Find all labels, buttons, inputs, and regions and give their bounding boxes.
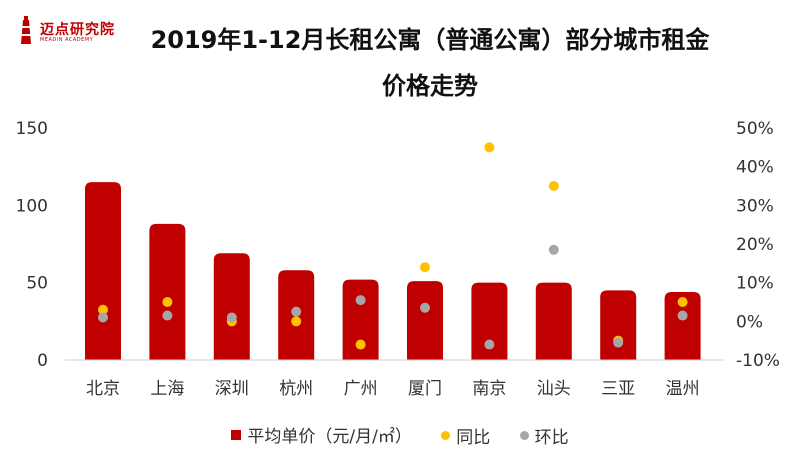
legend-swatch-yoy [441, 430, 451, 440]
yoy-point-汕头 [548, 181, 559, 191]
x-tick-label: 杭州 [279, 379, 313, 399]
y-right-tick-label: 20% [736, 235, 774, 255]
logo-tagline: MEADIN ACADEMY [40, 37, 94, 43]
mom-point-深圳 [226, 312, 237, 323]
mom-point-北京 [98, 312, 108, 323]
bar-南京 [471, 282, 508, 360]
x-tick-label: 北京 [86, 379, 120, 399]
y-right-tick-label: 30% [736, 196, 774, 216]
legend-item-yoy: 同比 [441, 423, 490, 448]
legend-label-yoy: 同比 [456, 427, 491, 448]
mom-point-三亚 [613, 337, 624, 348]
bar-汕头 [535, 282, 572, 360]
yoy-point-杭州 [291, 316, 302, 327]
bar-深圳 [213, 253, 250, 360]
logo-text: 迈点研究院 [40, 22, 115, 38]
y-left-tick-label: 100 [16, 196, 48, 216]
y-right-tick-label: 0% [736, 312, 763, 332]
legend-swatch-mom [519, 430, 529, 440]
y-left-tick-label: 150 [16, 119, 48, 139]
x-tick-label: 广州 [344, 379, 378, 399]
yoy-point-北京 [98, 304, 108, 315]
chart-title-line1: 2019年1-12月长租公寓（普通公寓）部分城市租金 [150, 26, 710, 54]
legend-label-bar: 平均单价（元/月/㎡） [247, 427, 412, 447]
mom-point-广州 [355, 295, 366, 306]
mom-point-厦门 [420, 302, 430, 313]
x-tick-label: 温州 [666, 379, 700, 399]
legend-label-mom: 环比 [534, 427, 569, 448]
bar-上海 [149, 223, 186, 360]
x-tick-label: 汕头 [537, 379, 571, 399]
logo: 迈点研究院 MEADIN ACADEMY [18, 14, 130, 50]
mom-point-汕头 [548, 244, 559, 255]
x-tick-label: 深圳 [215, 379, 249, 399]
legend-swatch-bar [231, 429, 242, 440]
mom-point-南京 [484, 339, 495, 350]
x-tick-label: 上海 [150, 379, 184, 399]
mom-point-杭州 [291, 306, 302, 317]
yoy-point-温州 [677, 297, 688, 307]
chart-title-line2: 价格走势 [382, 72, 478, 100]
y-left-tick-label: 0 [37, 351, 48, 371]
y-right-tick-label: 10% [736, 274, 774, 294]
legend: 平均单价（元/月/㎡） 同比 环比 [0, 422, 800, 448]
x-tick-label: 南京 [472, 379, 506, 399]
legend-item-bar: 平均单价（元/月/㎡） [231, 422, 412, 447]
x-tick-label: 厦门 [408, 379, 442, 399]
bar-三亚 [600, 290, 637, 360]
yoy-point-厦门 [420, 262, 430, 273]
legend-item-mom: 环比 [519, 423, 569, 448]
yoy-point-广州 [355, 339, 366, 350]
y-right-tick-label: -10% [736, 351, 780, 371]
mom-point-上海 [162, 310, 173, 321]
bar-广州 [342, 279, 379, 360]
bar-北京 [85, 182, 121, 360]
yoy-point-上海 [162, 297, 173, 307]
y-right-tick-label: 50% [736, 119, 774, 139]
bar-厦门 [407, 281, 443, 360]
mom-point-温州 [677, 310, 688, 321]
y-left-tick-label: 50 [26, 274, 48, 294]
bar-温州 [664, 291, 701, 360]
yoy-point-南京 [484, 142, 495, 153]
x-tick-label: 三亚 [601, 379, 635, 399]
y-right-tick-label: 40% [736, 158, 774, 178]
lighthouse-icon [21, 16, 31, 44]
